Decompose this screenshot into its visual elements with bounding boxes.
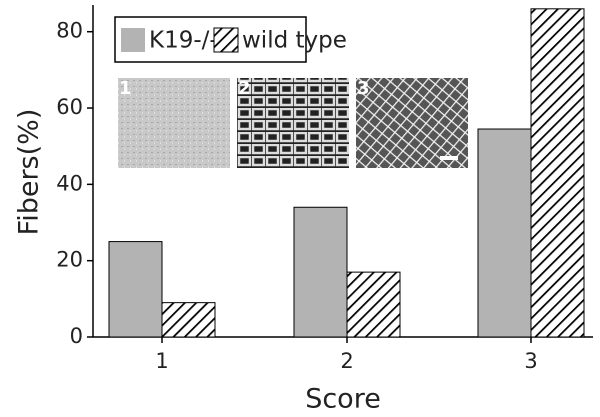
bar — [346, 271, 401, 338]
x-tick-label: 3 — [524, 349, 537, 373]
legend: K19-/- wild type — [114, 16, 347, 63]
inset-image — [237, 78, 349, 168]
insets: 1 2 3 — [118, 78, 468, 168]
bar — [477, 128, 532, 338]
scale-bar — [440, 156, 458, 160]
legend-box — [114, 16, 307, 63]
y-tick-label: 80 — [56, 19, 83, 43]
y-axis-label: Fibers(%) — [14, 109, 45, 236]
inset-label: 2 — [238, 78, 251, 99]
bar — [293, 206, 348, 338]
inset-image — [356, 78, 468, 168]
inset-image — [118, 78, 230, 168]
legend-swatch — [121, 28, 145, 52]
y-tick-label: 60 — [56, 95, 83, 119]
legend-swatch — [213, 27, 239, 53]
bar — [161, 302, 216, 338]
y-tick-label: 20 — [56, 248, 83, 272]
legend-text: wild type — [242, 28, 347, 54]
plot-area — [87, 5, 593, 343]
bar — [530, 8, 585, 338]
y-tick-label: 40 — [56, 171, 83, 195]
legend-text: K19-/- — [149, 28, 218, 54]
inset-label: 3 — [357, 78, 370, 99]
y-tick-label: 0 — [70, 324, 83, 348]
bar — [108, 241, 163, 338]
x-tick-label: 1 — [155, 349, 168, 373]
x-axis-label: Score — [305, 384, 381, 415]
x-tick-label: 2 — [340, 349, 353, 373]
inset-label: 1 — [119, 78, 132, 99]
